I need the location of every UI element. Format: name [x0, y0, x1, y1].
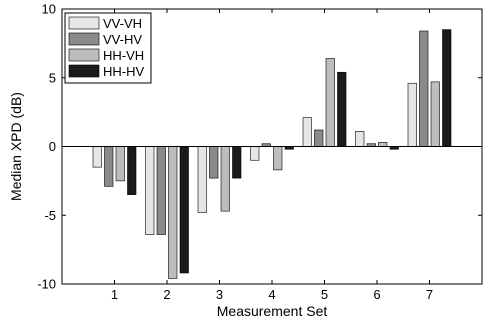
legend-swatch-hh-vh [68, 48, 100, 62]
bar-hh-hv-set-2 [179, 146, 189, 274]
x-tick-label: 2 [163, 287, 170, 302]
legend-swatch-hh-hv [68, 64, 100, 78]
x-tick-label: 5 [321, 287, 328, 302]
x-tick-label: 4 [268, 287, 275, 302]
bar-hh-vh-set-7 [430, 81, 440, 147]
bar-vv-vh-set-3 [197, 146, 207, 213]
legend-label-hh-hv: HH-HV [103, 64, 144, 79]
bar-vv-vh-set-2 [145, 146, 155, 235]
bar-hh-hv-set-3 [232, 146, 242, 179]
legend-swatch-vv-hv [68, 32, 100, 46]
y-tick-label: 0 [49, 139, 56, 154]
bar-vv-hv-set-2 [156, 146, 166, 235]
x-axis-label: Measurement Set [217, 303, 328, 319]
bar-vv-hv-set-5 [314, 129, 324, 147]
x-tick-label: 7 [426, 287, 433, 302]
legend-label-vv-hv: VV-HV [103, 32, 142, 47]
bar-hh-vh-set-4 [273, 146, 283, 171]
bar-vv-hv-set-1 [104, 146, 114, 187]
bar-hh-vh-set-1 [115, 146, 125, 182]
bar-vv-vh-set-7 [407, 82, 417, 147]
y-tick-label: 5 [49, 70, 56, 85]
legend-swatch-vv-vh [68, 16, 100, 30]
bar-hh-hv-set-1 [127, 146, 137, 195]
bar-vv-vh-set-5 [302, 117, 312, 147]
y-tick-label: -10 [37, 277, 56, 292]
bar-vv-hv-set-7 [419, 30, 429, 147]
bar-hh-vh-set-5 [325, 58, 335, 147]
bar-hh-vh-set-2 [168, 146, 178, 279]
legend-label-hh-vh: HH-VH [103, 48, 144, 63]
y-axis-label: Median XPD (dB) [8, 92, 24, 201]
bar-hh-vh-set-3 [220, 146, 230, 212]
bar-hh-vh-set-6 [378, 142, 388, 147]
y-tick-label: -5 [44, 208, 56, 223]
x-tick-label: 1 [111, 287, 118, 302]
y-tick-label: 10 [42, 2, 56, 17]
bar-vv-vh-set-6 [355, 131, 365, 147]
x-tick-label: 6 [373, 287, 380, 302]
bar-vv-vh-set-4 [250, 146, 260, 161]
bar-vv-hv-set-3 [209, 146, 219, 179]
bar-vv-vh-set-1 [92, 146, 102, 168]
x-tick-label: 3 [216, 287, 223, 302]
legend-label-vv-vh: VV-VH [103, 16, 142, 31]
ticks-group: -10 -5 0 5 10 1 2 3 4 5 6 7 [37, 2, 482, 302]
bar-hh-hv-set-7 [442, 29, 452, 147]
bar-hh-hv-set-5 [337, 71, 347, 147]
